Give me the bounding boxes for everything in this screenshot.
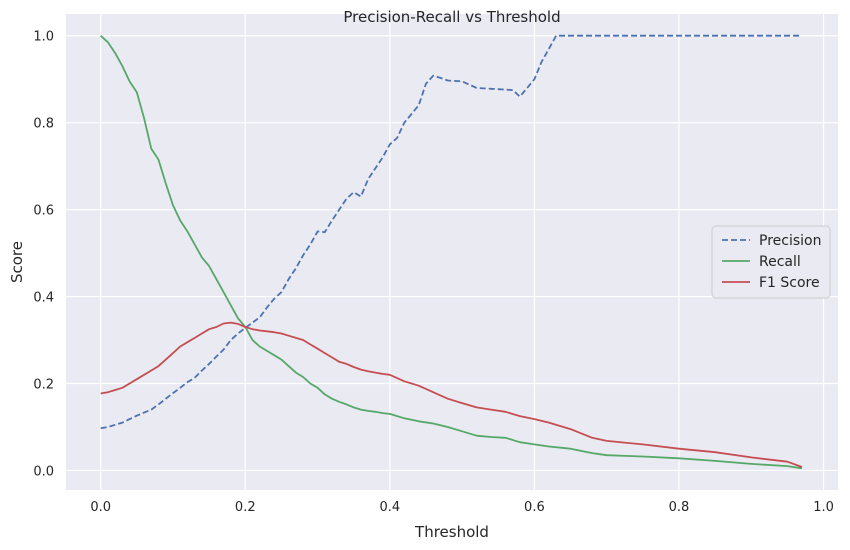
x-tick-label: 0.8 — [669, 500, 690, 515]
recall-line — [100, 35, 803, 470]
y-tick-label: 0.6 — [33, 204, 54, 219]
grid — [66, 14, 838, 490]
plot-background — [66, 14, 838, 490]
legend-box — [711, 225, 831, 299]
y-tick-label: 0.0 — [33, 464, 54, 479]
x-tick-label: 0.2 — [235, 500, 256, 515]
chart-title: Precision-Recall vs Threshold — [343, 8, 560, 26]
precision-line — [100, 34, 802, 430]
x-tick-label: 0.6 — [524, 500, 545, 515]
y-axis-label: Score — [8, 241, 26, 283]
x-axis-label: Threshold — [414, 523, 489, 541]
y-tick-label: 0.2 — [33, 377, 54, 392]
legend-label-precision: Precision — [759, 233, 821, 249]
f1-score-line — [100, 321, 803, 468]
legend: Precision Recall F1 Score — [711, 225, 831, 299]
legend-label-f1-score: F1 Score — [759, 275, 820, 291]
x-tick-label: 0.4 — [379, 500, 400, 515]
legend-label-recall: Recall — [759, 254, 801, 270]
y-tick-label: 1.0 — [33, 30, 54, 45]
tick-labels: 0.0 0.2 0.4 0.6 0.8 1.0 0.0 0.2 0.4 0.6 0.8 1.0 — [33, 30, 834, 515]
y-tick-label: 0.4 — [33, 291, 54, 306]
x-tick-label: 0.0 — [90, 500, 111, 515]
series-layer — [100, 34, 803, 470]
x-tick-label: 1.0 — [813, 500, 834, 515]
y-tick-label: 0.8 — [33, 117, 54, 132]
